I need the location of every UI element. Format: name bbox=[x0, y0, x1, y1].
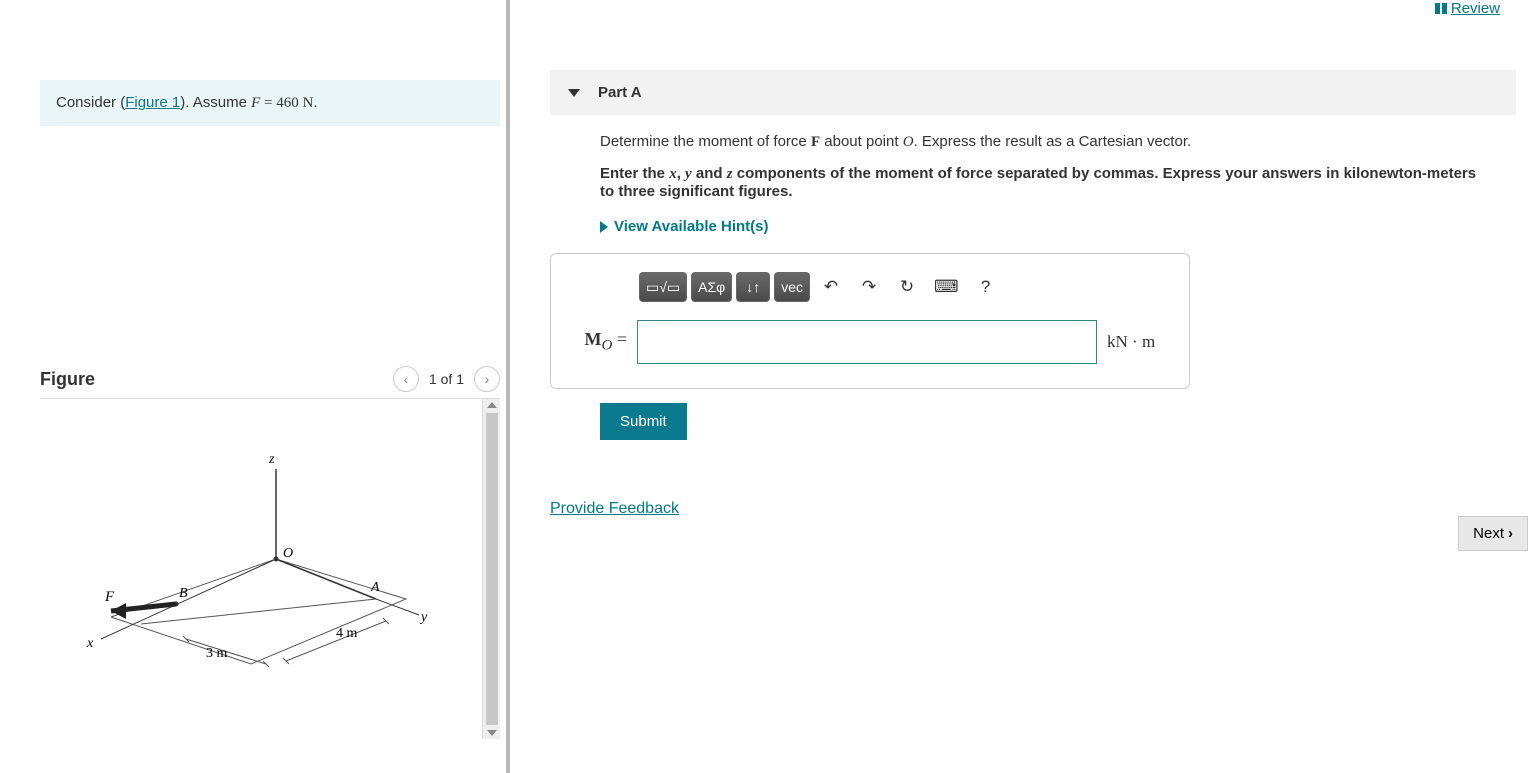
next-button[interactable]: Next › bbox=[1458, 516, 1528, 551]
scroll-up-icon[interactable] bbox=[487, 402, 497, 408]
figure-nav: ‹ 1 of 1 › bbox=[393, 366, 500, 392]
figure-link[interactable]: Figure 1 bbox=[125, 94, 180, 111]
q-F: F bbox=[811, 134, 820, 150]
point-B-label: B bbox=[179, 586, 188, 601]
figure-diagram: z O A y x B bbox=[40, 399, 482, 739]
answer-input-row: MO = kN · m bbox=[567, 320, 1173, 364]
units-label: kN · m bbox=[1107, 332, 1155, 352]
statement-mid: ). Assume bbox=[180, 94, 251, 111]
point-O-label: O bbox=[283, 546, 293, 561]
vector-button[interactable]: vec bbox=[774, 272, 810, 302]
q-pre: Determine the moment of force bbox=[600, 133, 811, 150]
chevron-right-icon: › bbox=[1508, 525, 1513, 542]
variable-label: MO = bbox=[567, 329, 627, 355]
figure-title: Figure bbox=[40, 369, 95, 390]
axis-x-label: x bbox=[86, 636, 94, 651]
greek-label: ΑΣφ bbox=[698, 279, 725, 295]
force-value: = 460 N bbox=[260, 95, 313, 111]
left-panel: Consider (Figure 1). Assume F = 460 N. F… bbox=[0, 0, 510, 773]
keyboard-button[interactable]: ⌨ bbox=[928, 272, 965, 302]
scroll-thumb[interactable] bbox=[486, 413, 498, 725]
question-text: Determine the moment of force F about po… bbox=[600, 133, 1490, 151]
q-post: . Express the result as a Cartesian vect… bbox=[914, 133, 1192, 150]
part-a-header[interactable]: Part A bbox=[550, 70, 1516, 115]
equation-toolbar: ▭√▭ ΑΣφ ↓↑ vec ↶ ↷ ↻ ⌨ ? bbox=[639, 272, 1173, 302]
answer-box: ▭√▭ ΑΣφ ↓↑ vec ↶ ↷ ↻ ⌨ ? MO = kN · m bbox=[550, 253, 1190, 389]
template-button[interactable]: ▭√▭ bbox=[639, 272, 687, 302]
figure-next-button[interactable]: › bbox=[474, 366, 500, 392]
dim-3m-label: 3 m bbox=[206, 646, 228, 661]
axis-z-label: z bbox=[268, 452, 275, 467]
figure-prev-button[interactable]: ‹ bbox=[393, 366, 419, 392]
review-link[interactable]: Review bbox=[1435, 0, 1500, 17]
figure-header: Figure ‹ 1 of 1 › bbox=[40, 366, 500, 399]
keyboard-icon: ⌨ bbox=[934, 277, 959, 297]
view-hints-button[interactable]: View Available Hint(s) bbox=[600, 218, 1490, 235]
figure-counter: 1 of 1 bbox=[429, 371, 464, 387]
greek-button[interactable]: ΑΣφ bbox=[691, 272, 732, 302]
equals-label: = bbox=[612, 329, 627, 349]
submit-button[interactable]: Submit bbox=[600, 403, 687, 440]
problem-statement: Consider (Figure 1). Assume F = 460 N. bbox=[40, 80, 500, 126]
help-button[interactable]: ? bbox=[969, 272, 1003, 302]
dim-4m-label: 4 m bbox=[336, 626, 358, 641]
redo-icon: ↷ bbox=[862, 277, 876, 297]
instr-m2: and bbox=[692, 165, 727, 182]
collapse-icon bbox=[568, 89, 580, 97]
updown-label: ↓↑ bbox=[746, 279, 760, 295]
app-root: Consider (Figure 1). Assume F = 460 N. F… bbox=[0, 0, 1536, 773]
submit-label: Submit bbox=[620, 413, 667, 430]
subscript-button[interactable]: ↓↑ bbox=[736, 272, 770, 302]
part-a-body: Determine the moment of force F about po… bbox=[550, 115, 1490, 518]
instruction-text: Enter the x, y and z components of the m… bbox=[600, 165, 1490, 200]
statement-prefix: Consider ( bbox=[56, 94, 125, 111]
hints-label: View Available Hint(s) bbox=[614, 218, 769, 235]
instr-m1: , bbox=[677, 165, 685, 182]
force-F-label: F bbox=[104, 589, 115, 605]
q-mid: about point bbox=[820, 133, 903, 150]
instr-pre: Enter the bbox=[600, 165, 669, 182]
q-O: O bbox=[903, 134, 914, 150]
template-label: ▭√▭ bbox=[646, 279, 680, 296]
var-sub: O bbox=[602, 338, 613, 354]
review-label: Review bbox=[1451, 0, 1500, 17]
diagram-svg: z O A y x B bbox=[71, 439, 451, 699]
undo-button[interactable]: ↶ bbox=[814, 272, 848, 302]
statement-suffix: . bbox=[313, 94, 317, 111]
figure-scrollbar[interactable] bbox=[482, 399, 500, 739]
undo-icon: ↶ bbox=[824, 277, 838, 297]
next-label: Next bbox=[1473, 525, 1504, 542]
redo-button[interactable]: ↷ bbox=[852, 272, 886, 302]
answer-input[interactable] bbox=[637, 320, 1097, 364]
axis-y-label: y bbox=[419, 610, 428, 625]
instr-x: x bbox=[669, 166, 677, 182]
part-a-label: Part A bbox=[598, 84, 642, 101]
feedback-label: Provide Feedback bbox=[550, 500, 679, 517]
point-A-label: A bbox=[370, 580, 380, 595]
var-main: M bbox=[585, 329, 602, 349]
right-panel: Review Part A Determine the moment of fo… bbox=[510, 0, 1536, 773]
vec-label: vec bbox=[781, 279, 803, 295]
scroll-down-icon[interactable] bbox=[487, 730, 497, 736]
force-var: F bbox=[251, 95, 260, 111]
review-icon bbox=[1435, 3, 1447, 14]
expand-icon bbox=[600, 221, 608, 233]
figure-body: z O A y x B bbox=[40, 399, 500, 739]
reset-button[interactable]: ↻ bbox=[890, 272, 924, 302]
provide-feedback-link[interactable]: Provide Feedback bbox=[550, 500, 679, 518]
instr-y: y bbox=[685, 166, 692, 182]
reset-icon: ↻ bbox=[900, 277, 914, 297]
help-icon: ? bbox=[981, 277, 990, 297]
